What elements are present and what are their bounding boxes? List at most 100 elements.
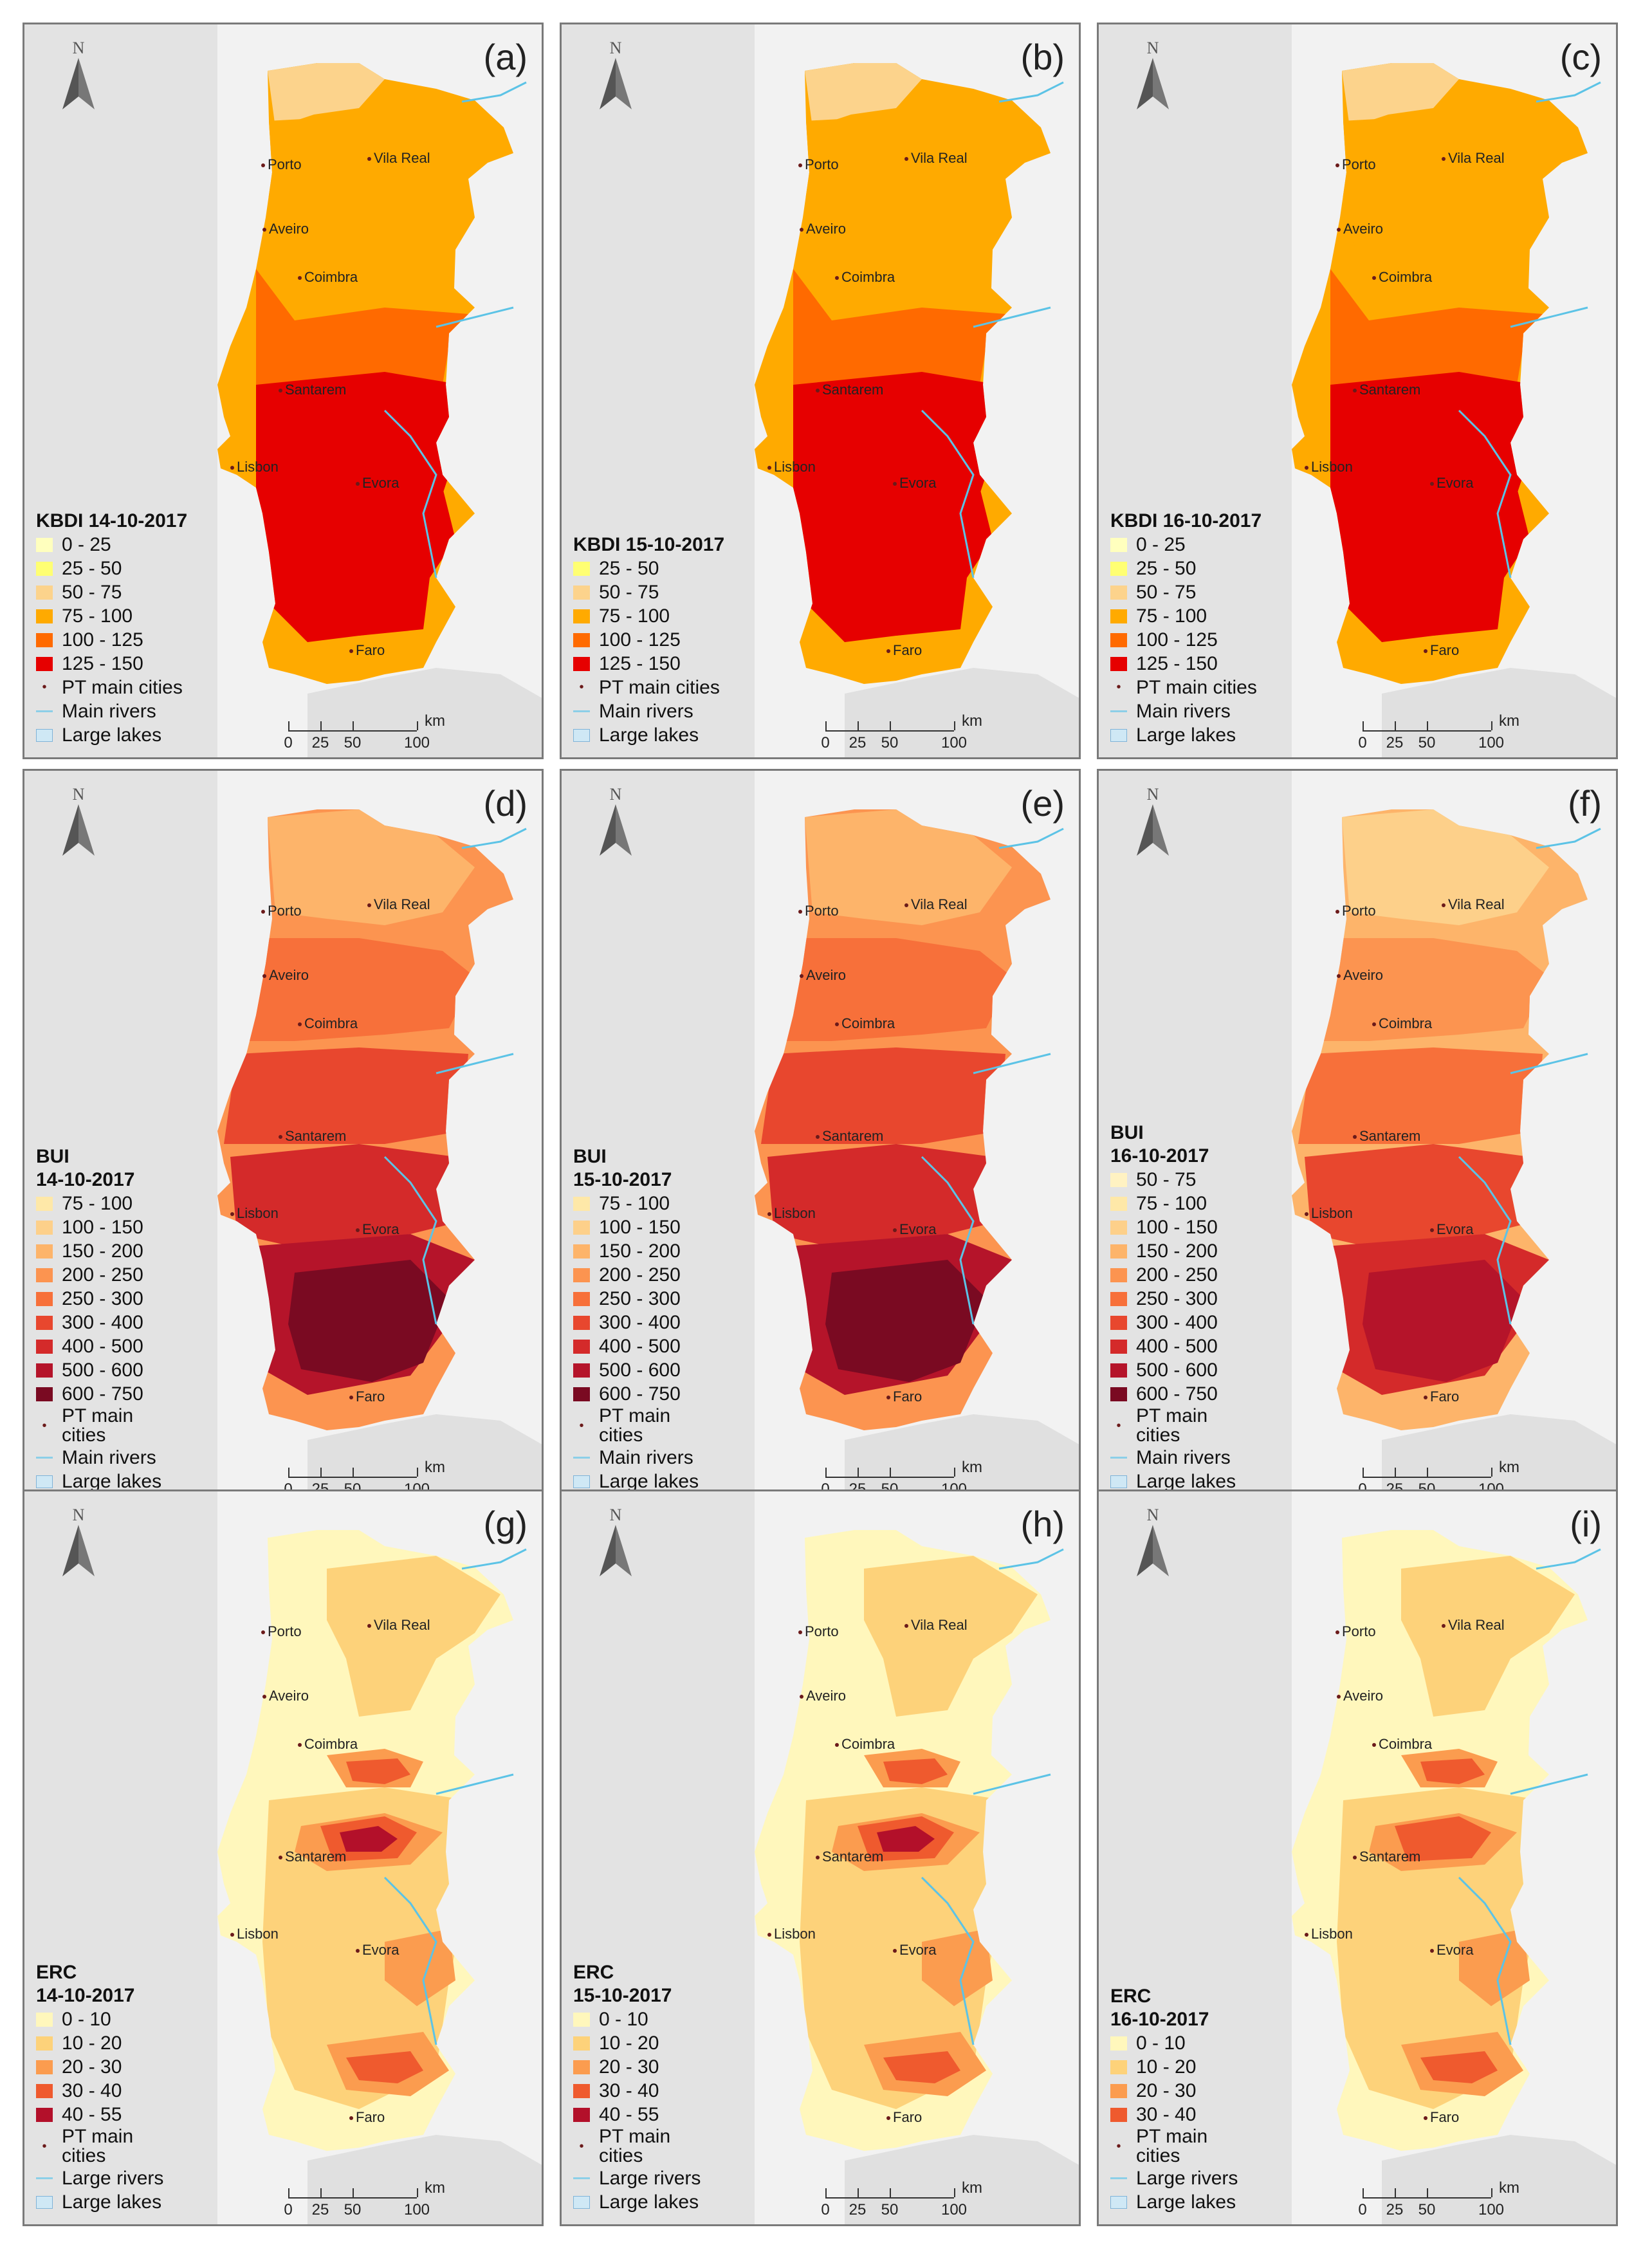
legend-extra-label: Main rivers [599,1446,693,1468]
river-line-icon [36,2177,53,2179]
city-label: Aveiro [262,221,309,237]
class-zone [1363,1260,1523,1382]
legend-extra-label: PT main cities [599,2126,671,2166]
legend-extra-label: Large lakes [599,2191,699,2213]
legend-class-label: 125 - 150 [62,652,143,674]
river-line [436,1053,514,1074]
lake-icon [36,1475,53,1488]
legend-class-row: 30 - 40 [573,2079,701,2103]
river-line [383,1876,437,2045]
scale-bar: 0 25 50 100 km [1358,712,1519,752]
city-label: Faro [349,1388,385,1405]
legend-class-row: 100 - 150 [1110,1215,1236,1239]
scale-unit: km [1499,712,1519,730]
legend-class-label: 125 - 150 [1136,652,1218,674]
legend-class-row: 400 - 500 [1110,1334,1236,1358]
scale-tick [353,2188,354,2197]
river-line-icon [573,2177,590,2179]
legend: ERC 14-10-2017 0 - 10 10 - 20 20 - 30 30 - 4… [36,1961,163,2214]
map-canvas [1292,771,1616,1504]
legend-class-label: 200 - 250 [62,1264,143,1286]
legend-swatch [1110,2036,1127,2051]
legend-class-label: 20 - 30 [62,2056,122,2078]
legend-swatch [573,632,590,647]
legend-class-row: 100 - 150 [36,1215,161,1239]
north-arrow-shape [600,804,632,856]
legend-class-row: 600 - 750 [36,1382,161,1406]
legend-swatch [1110,2107,1127,2122]
sea-area [845,2135,1079,2224]
city-dot [835,1022,839,1027]
legend-extra-label: Large lakes [1136,2191,1236,2213]
legend-title: KBDI 15-10-2017 [573,534,725,555]
scale-unit: km [962,712,982,730]
legend-class-label: 100 - 150 [1136,1216,1218,1238]
legend-title: KBDI 14-10-2017 [36,510,188,531]
scale-unit: km [1499,1459,1519,1476]
scale-tick-label: 25 [1386,734,1404,752]
legend: BUI 16-10-2017 50 - 75 75 - 100 100 - 150 15… [1110,1121,1236,1493]
class-zone [825,1260,986,1382]
scale-tick-label: 100 [1478,2201,1505,2218]
city-dot [1424,1396,1427,1400]
class-zone [858,410,993,636]
legend-class-row: 40 - 55 [573,2103,701,2126]
city-label: Porto [261,156,302,173]
city-dot [279,1856,282,1860]
city-dot [230,1212,234,1217]
legend-class-row: 0 - 10 [1110,2031,1238,2055]
north-label: N [1146,1506,1159,1524]
legend-swatch [573,1315,590,1330]
map-canvas [1292,24,1616,757]
city-label: Evora [1430,1221,1473,1238]
class-zone [1337,1787,1543,2109]
scale-tick-label: 25 [311,734,329,752]
legend-extra-label: Large lakes [62,724,162,746]
legend-swatch [1110,1220,1127,1235]
scale-bar: 0 25 50 100 km [284,2179,445,2218]
scale-tick-label: 50 [344,2201,362,2218]
north-arrow-shape [62,1525,95,1576]
scale-bar: 0 25 50 100 km [1358,2179,1519,2218]
map-panel: (i) N Porto Vila Real Aveiro Coimbra Santarem L… [1097,1489,1618,2226]
legend-class-row: 30 - 40 [1110,2103,1238,2126]
city-dot [798,163,802,168]
legend-class-label: 250 - 300 [1136,1287,1218,1309]
class-zone [230,1144,462,1247]
city-dot [904,157,908,161]
legend: KBDI 14-10-2017 0 - 25 25 - 50 50 - 75 75 - … [36,510,187,747]
legend-extra-row: • PT main cities [573,676,724,699]
scale-tick [1363,2188,1364,2197]
legend-class-label: 200 - 250 [599,1264,681,1286]
city-dot [816,1856,820,1860]
sea-area [1382,668,1616,757]
city-dot [1305,466,1308,470]
city-dot [261,163,265,168]
legend-swatch [573,561,590,576]
legend-class-row: 500 - 600 [573,1358,699,1382]
sea-area [307,1414,542,1504]
lake-icon [573,1475,590,1488]
north-label: N [609,39,622,57]
legend-class-label: 500 - 600 [62,1359,143,1381]
lake-icon [36,2195,53,2209]
legend-title: BUI 16-10-2017 [1110,1122,1209,1166]
river-line-icon [36,1457,53,1459]
scale-bar: 0 25 50 100 km [821,712,982,752]
class-zone [1420,2051,1498,2083]
legend-class-row: 75 - 100 [1110,604,1262,628]
city-dot [367,903,371,908]
river-line [921,1156,975,1325]
legend-swatch [1110,1244,1127,1259]
legend-extra-row: Large lakes [573,723,724,747]
legend-swatch [573,2083,590,2098]
city-label: Vila Real [1442,150,1505,167]
city-dot [1424,649,1427,654]
city-label: Evora [356,1221,399,1238]
city-label: Porto [261,1623,302,1640]
city-dot [1335,1630,1339,1635]
river-line [461,1548,527,1570]
city-dot [279,389,282,393]
scale-tick-label: 50 [344,734,362,752]
legend-extra-label: Large rivers [599,2167,701,2189]
